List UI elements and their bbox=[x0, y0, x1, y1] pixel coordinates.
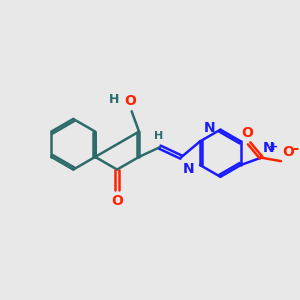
Text: H: H bbox=[109, 93, 120, 106]
Text: N: N bbox=[204, 121, 215, 135]
Text: O: O bbox=[124, 94, 136, 108]
Text: N: N bbox=[262, 141, 274, 155]
Text: -: - bbox=[292, 141, 298, 156]
Text: O: O bbox=[242, 126, 254, 140]
Text: O: O bbox=[111, 194, 123, 208]
Text: N: N bbox=[183, 162, 194, 176]
Text: O: O bbox=[282, 145, 294, 159]
Text: H: H bbox=[154, 131, 163, 141]
Text: +: + bbox=[269, 142, 278, 152]
